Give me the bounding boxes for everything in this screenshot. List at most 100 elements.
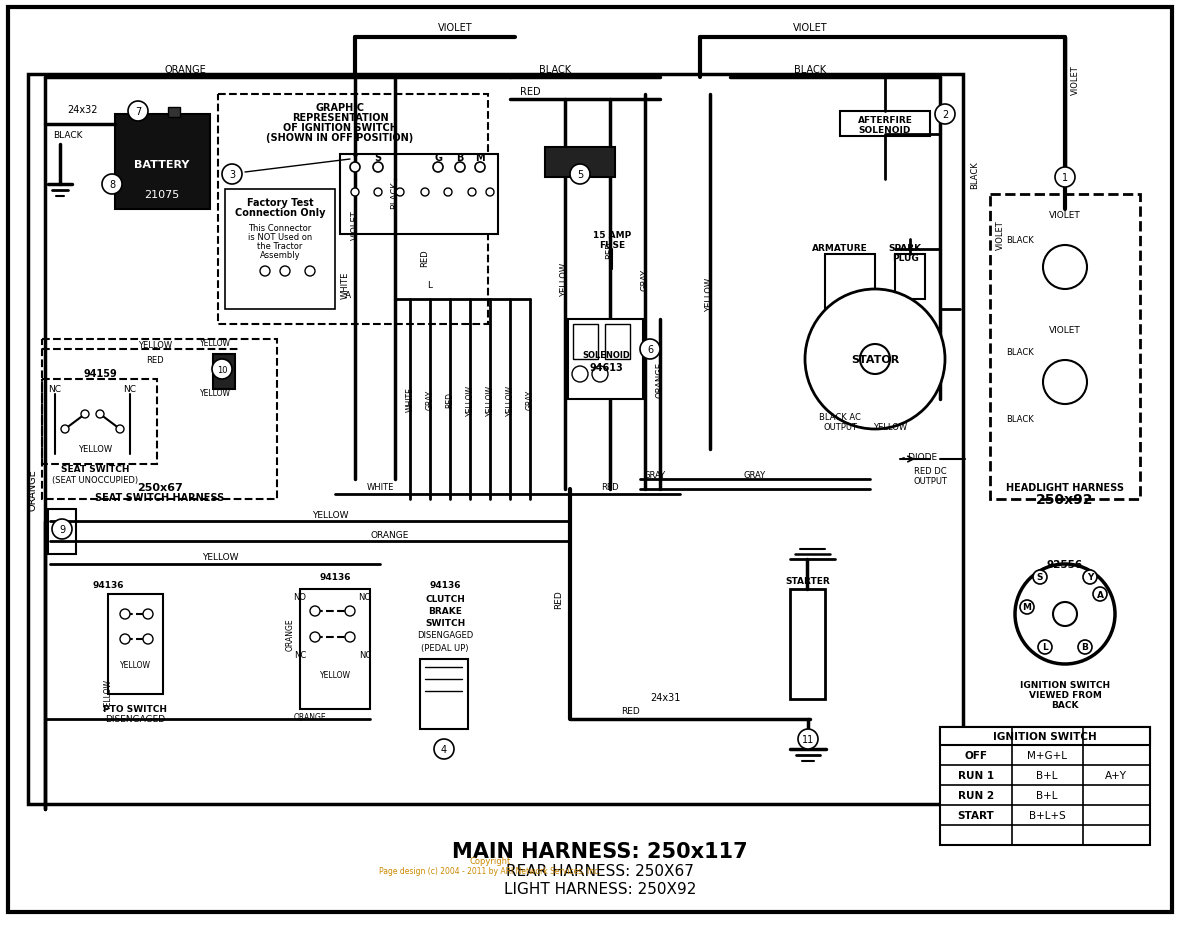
Circle shape xyxy=(1079,640,1092,654)
Text: B: B xyxy=(457,153,464,162)
Bar xyxy=(42,340,277,499)
Circle shape xyxy=(1043,246,1087,290)
Text: YELLOW: YELLOW xyxy=(199,338,230,347)
Text: ORANGE: ORANGE xyxy=(371,530,409,539)
Text: ORANGE: ORANGE xyxy=(164,65,205,75)
Bar xyxy=(340,155,498,235)
Text: YELLOW: YELLOW xyxy=(199,388,230,397)
Text: Y: Y xyxy=(352,153,359,162)
Bar xyxy=(789,589,825,699)
Text: SOLENOID: SOLENOID xyxy=(859,125,911,135)
Text: M+G+L: M+G+L xyxy=(1027,750,1067,760)
Circle shape xyxy=(212,360,232,380)
Text: 5: 5 xyxy=(577,170,583,180)
Text: MAIN HARNESS: 250x117: MAIN HARNESS: 250x117 xyxy=(452,841,748,861)
Text: VIOLET: VIOLET xyxy=(350,210,360,239)
Text: YELLOW: YELLOW xyxy=(138,341,172,349)
Text: B: B xyxy=(1082,643,1088,651)
Circle shape xyxy=(81,410,88,419)
Circle shape xyxy=(304,266,315,277)
Text: YELLOW: YELLOW xyxy=(873,423,907,432)
Text: 24x31: 24x31 xyxy=(650,692,680,702)
Text: REPRESENTATION: REPRESENTATION xyxy=(291,113,388,122)
Text: STARTER: STARTER xyxy=(786,577,831,586)
Text: 94159: 94159 xyxy=(83,368,117,379)
Text: - DIODE: - DIODE xyxy=(903,453,938,462)
Text: BLACK: BLACK xyxy=(391,181,400,209)
Text: YELLOW: YELLOW xyxy=(119,660,151,669)
Text: BATTERY: BATTERY xyxy=(135,160,190,170)
Circle shape xyxy=(486,188,494,197)
Text: RED DC: RED DC xyxy=(913,467,946,476)
Text: WHITE: WHITE xyxy=(341,271,349,299)
Text: RED: RED xyxy=(605,241,615,259)
Text: SWITCH: SWITCH xyxy=(425,619,465,628)
Text: GRAY: GRAY xyxy=(525,390,535,409)
Circle shape xyxy=(52,520,72,539)
Circle shape xyxy=(222,165,242,185)
Circle shape xyxy=(1093,587,1107,601)
Text: YELLOW: YELLOW xyxy=(104,678,112,710)
Circle shape xyxy=(798,729,818,749)
Text: YELLOW: YELLOW xyxy=(78,445,112,454)
Circle shape xyxy=(421,188,430,197)
Text: OUTPUT: OUTPUT xyxy=(913,477,948,486)
Text: 8: 8 xyxy=(109,180,116,190)
Text: Page design (c) 2004 - 2011 by ARI Network Services, Inc.: Page design (c) 2004 - 2011 by ARI Netwo… xyxy=(379,867,601,875)
Text: ORANGE: ORANGE xyxy=(286,618,295,651)
Text: 92556: 92556 xyxy=(1047,560,1083,570)
Text: M: M xyxy=(476,153,485,162)
Text: IGNITION SWITCH: IGNITION SWITCH xyxy=(994,731,1097,741)
Text: S: S xyxy=(374,153,381,162)
Text: DISENGAGED: DISENGAGED xyxy=(105,715,165,724)
Text: RED: RED xyxy=(146,355,164,364)
Text: Copyright: Copyright xyxy=(470,857,511,866)
Circle shape xyxy=(116,426,124,433)
Bar xyxy=(28,75,963,805)
Text: HEADLIGHT HARNESS: HEADLIGHT HARNESS xyxy=(1007,483,1125,493)
Circle shape xyxy=(640,340,660,360)
Circle shape xyxy=(120,635,130,644)
Circle shape xyxy=(1043,361,1087,405)
Text: 250x67: 250x67 xyxy=(137,483,183,493)
Text: 6: 6 xyxy=(647,344,653,354)
Text: is NOT Used on: is NOT Used on xyxy=(248,232,313,241)
Text: Factory Test: Factory Test xyxy=(247,198,314,208)
Text: CLUTCH: CLUTCH xyxy=(425,595,465,604)
Text: 15 AMP: 15 AMP xyxy=(592,230,631,239)
Text: 1: 1 xyxy=(1062,173,1068,183)
Text: Y: Y xyxy=(1087,573,1093,582)
Text: NC: NC xyxy=(294,650,306,659)
Circle shape xyxy=(61,426,68,433)
Text: Connection Only: Connection Only xyxy=(235,208,326,218)
Text: NC: NC xyxy=(48,385,61,394)
Text: VIOLET: VIOLET xyxy=(438,23,472,33)
Text: 11: 11 xyxy=(802,734,814,744)
Text: VIEWED FROM: VIEWED FROM xyxy=(1029,690,1101,699)
Text: START: START xyxy=(958,810,995,820)
Bar xyxy=(990,195,1140,499)
Text: A: A xyxy=(1096,590,1103,599)
Circle shape xyxy=(143,635,153,644)
Circle shape xyxy=(345,632,355,642)
Text: SOLENOID: SOLENOID xyxy=(582,350,630,359)
Circle shape xyxy=(350,162,360,173)
Text: REAR HARNESS: 250X67: REAR HARNESS: 250X67 xyxy=(506,864,694,879)
Text: YELLOW: YELLOW xyxy=(706,277,715,312)
Text: STATOR: STATOR xyxy=(851,354,899,365)
Bar xyxy=(940,728,1150,845)
Text: SEAT SWITCH HARNESS: SEAT SWITCH HARNESS xyxy=(96,493,224,502)
Text: M: M xyxy=(1023,603,1031,612)
Text: 10: 10 xyxy=(217,365,228,374)
Text: Assembly: Assembly xyxy=(260,251,301,259)
Circle shape xyxy=(1038,640,1053,654)
Text: A: A xyxy=(345,290,352,299)
Text: BLACK: BLACK xyxy=(1007,415,1034,424)
Bar xyxy=(573,325,598,360)
Bar xyxy=(218,95,489,325)
Circle shape xyxy=(373,162,384,173)
Text: WHITE: WHITE xyxy=(406,387,414,412)
Text: RED: RED xyxy=(601,483,618,492)
Text: GRAY: GRAY xyxy=(743,470,766,479)
Text: 250x92: 250x92 xyxy=(1036,493,1094,507)
